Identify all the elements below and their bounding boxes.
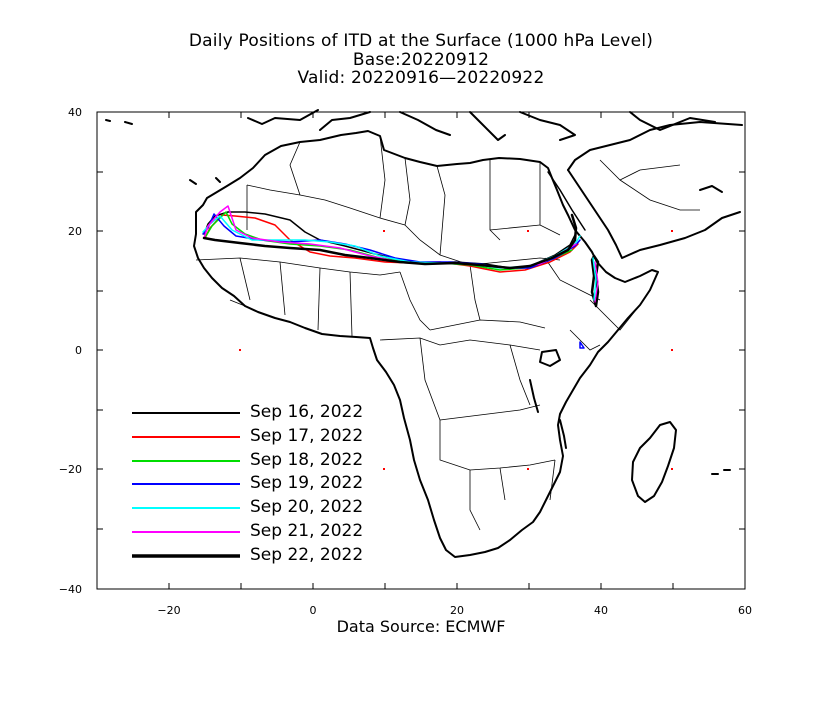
y-tick-label: −20: [59, 463, 82, 476]
africa-outline: [105, 109, 743, 558]
x-tick-label: −20: [157, 604, 180, 617]
y-tick-label: 40: [68, 106, 82, 119]
legend-label: Sep 19, 2022: [250, 473, 363, 493]
y-tick-labels: 40 20 0 −20 −40: [59, 106, 82, 596]
x-tick-label: 20: [450, 604, 464, 617]
itd-east-loop-color: [592, 257, 597, 301]
axis-ticks: [97, 112, 745, 589]
legend-label: Sep 21, 2022: [250, 521, 363, 541]
legend-label: Sep 16, 2022: [250, 402, 363, 422]
x-tick-label: 60: [738, 604, 752, 617]
legend: Sep 16, 2022 Sep 17, 2022 Sep 18, 2022 S…: [132, 402, 363, 565]
itd-line-sep22: [202, 213, 578, 270]
itd-east-loop: [590, 254, 600, 308]
itd-line-sep19: [202, 213, 581, 269]
x-tick-label: 40: [594, 604, 608, 617]
data-source: Data Source: ECMWF: [336, 617, 506, 636]
legend-label: Sep 20, 2022: [250, 497, 363, 517]
x-tick-label: 0: [310, 604, 317, 617]
legend-label: Sep 17, 2022: [250, 426, 363, 446]
country-borders: [195, 135, 700, 531]
valid-range: Valid: 20220916—20220922: [297, 68, 545, 88]
legend-label: Sep 22, 2022: [250, 545, 363, 565]
itd-line-sep17: [204, 214, 579, 273]
y-tick-label: 20: [68, 225, 82, 238]
y-tick-label: 0: [75, 344, 82, 357]
grid-markers: [239, 230, 673, 470]
itd-lines: [202, 205, 600, 349]
map-title: Daily Positions of ITD at the Surface (1…: [188, 31, 654, 51]
itd-east-loop-magenta: [594, 261, 599, 303]
itd-victoria-mark: [579, 341, 585, 349]
base-date: Base:20220912: [352, 50, 490, 70]
x-tick-labels: −20 0 20 40 60: [157, 604, 752, 617]
y-tick-label: −40: [59, 583, 82, 596]
legend-label: Sep 18, 2022: [250, 450, 363, 470]
